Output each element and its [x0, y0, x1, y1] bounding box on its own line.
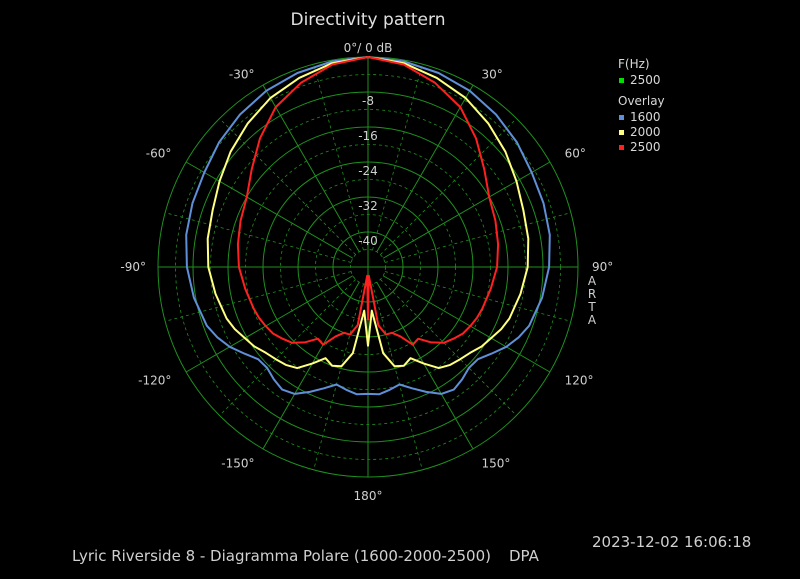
footer-datetime: 2023-12-02 16:06:18	[592, 533, 752, 551]
legend-overlay-entry: 2500	[618, 140, 665, 155]
radial-tick-label: -16	[358, 129, 378, 143]
grid-spoke-minor	[219, 279, 356, 416]
grid-spoke-minor	[384, 271, 571, 322]
grid-spoke-minor	[219, 118, 356, 255]
legend-swatch	[619, 115, 624, 120]
grid-spoke-minor	[372, 64, 423, 251]
angle-tick-label: 120°	[565, 374, 594, 388]
series-line-2500	[236, 56, 500, 346]
series-line-2000	[206, 56, 530, 370]
grid-spoke	[262, 281, 360, 450]
grid-spoke-minor	[380, 279, 517, 416]
angle-tick-label: -150°	[221, 457, 254, 471]
legend-overlay-header: Overlay	[618, 94, 665, 108]
grid-spoke-minor	[165, 212, 352, 263]
tick-labels: 0°/ 0 dB -8 -16 -24 -32 -40 30° 60° 90° 120° 150° 1…	[120, 41, 613, 503]
footer-description: Lyric Riverside 8 - Diagramma Polare (16…	[72, 547, 491, 565]
grid-spoke-minor	[380, 118, 517, 255]
grid-spoke-minor	[384, 212, 571, 263]
radial-tick-label: -24	[358, 164, 378, 178]
angle-tick-label: 60°	[565, 147, 586, 161]
grid-spoke-minor	[372, 283, 423, 470]
legend-swatch	[619, 78, 624, 83]
legend-overlay-entry: 1600	[618, 110, 665, 125]
angle-tick-label: -30°	[229, 67, 255, 81]
grid-spoke-minor	[313, 283, 364, 470]
legend-label: 2500	[630, 73, 661, 87]
series-line-1600	[185, 56, 551, 396]
angle-tick-label: -60°	[146, 147, 172, 161]
angle-tick-label: 30°	[482, 67, 503, 81]
grid-spoke	[382, 275, 551, 373]
angle-tick-label: 180°	[354, 489, 383, 503]
series-layer	[185, 56, 551, 396]
angle-tick-label: -120°	[138, 374, 171, 388]
grid-spoke	[185, 275, 354, 373]
legend-label: 2500	[630, 140, 661, 154]
grid-spoke	[376, 281, 474, 450]
angle-tick-label: -90°	[120, 260, 146, 274]
grid-spoke	[382, 161, 551, 259]
legend-label: 1600	[630, 110, 661, 124]
radial-tick-label: 0°/ 0 dB	[344, 41, 393, 55]
grid-spoke-minor	[165, 271, 352, 322]
legend-freq-header: F(Hz)	[618, 57, 650, 71]
grid-spoke-minor	[313, 64, 364, 251]
legend-freq-entry: 2500	[618, 73, 665, 88]
legend-label: 2000	[630, 125, 661, 139]
radial-tick-label: -40	[358, 234, 378, 248]
grid-spoke	[376, 84, 474, 253]
angle-tick-label: 90°	[592, 260, 613, 274]
legend-swatch	[619, 130, 624, 135]
footer-mode: DPA	[509, 547, 539, 565]
legend-swatch	[619, 145, 624, 150]
grid-spoke	[262, 84, 360, 253]
radial-tick-label: -8	[362, 94, 374, 108]
legend-overlay-entry: 2000	[618, 125, 665, 140]
radial-tick-label: -32	[358, 199, 378, 213]
legend: F(Hz) 2500 Overlay 1600 2000 2500	[618, 57, 665, 155]
polar-grid	[157, 56, 579, 478]
grid-spoke	[185, 161, 354, 259]
chart-title: Directivity pattern	[290, 10, 446, 30]
angle-tick-label: 150°	[482, 457, 511, 471]
